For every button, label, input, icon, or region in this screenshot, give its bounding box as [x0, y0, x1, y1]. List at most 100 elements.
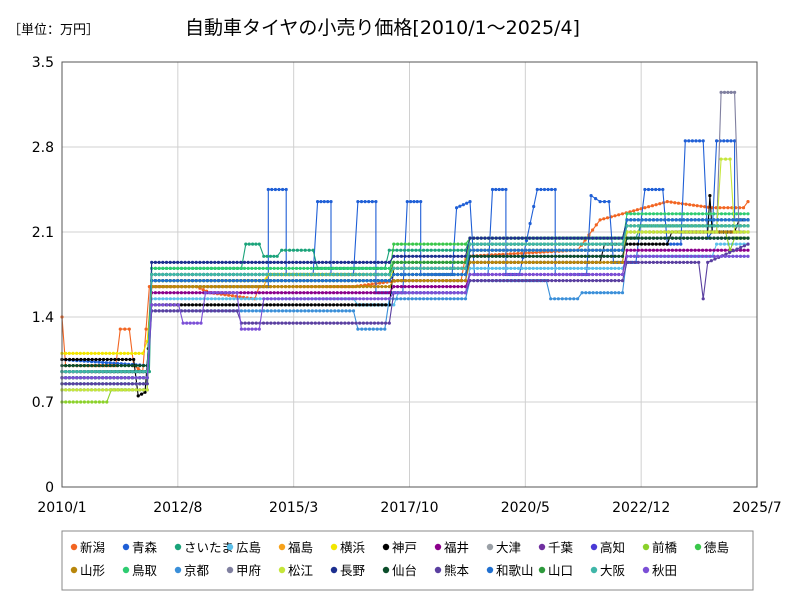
data-point	[445, 242, 449, 246]
data-point	[157, 260, 161, 264]
data-point	[383, 327, 387, 331]
data-point	[572, 254, 576, 258]
data-point	[452, 254, 456, 258]
data-point	[332, 303, 336, 307]
data-point	[180, 297, 184, 301]
data-point	[213, 279, 217, 283]
data-point	[67, 370, 71, 374]
data-point	[418, 272, 422, 277]
data-point	[644, 236, 648, 240]
data-point	[157, 303, 161, 307]
data-point	[313, 303, 317, 307]
data-point	[640, 230, 644, 234]
data-point	[64, 364, 68, 368]
data-point	[670, 218, 675, 222]
data-point	[303, 248, 307, 252]
data-point	[317, 303, 321, 307]
data-point	[542, 266, 547, 270]
data-point	[632, 242, 636, 246]
data-point	[580, 248, 584, 252]
data-point	[448, 279, 452, 283]
data-point	[318, 309, 322, 313]
data-point	[591, 248, 595, 252]
data-point	[239, 285, 243, 289]
data-point	[628, 242, 633, 246]
data-point	[475, 254, 480, 258]
data-point	[361, 260, 365, 264]
data-point	[123, 327, 127, 331]
data-point	[472, 266, 476, 270]
data-point	[583, 266, 587, 270]
data-point	[276, 266, 280, 270]
data-point	[250, 285, 254, 289]
data-point	[265, 285, 269, 289]
data-point	[591, 236, 595, 240]
legend-label: 新潟	[80, 540, 105, 555]
data-point	[250, 291, 254, 295]
data-point	[172, 279, 176, 283]
data-point	[463, 266, 468, 270]
unit-label: ［単位：万円］	[8, 22, 99, 38]
data-point	[704, 218, 709, 222]
data-point	[294, 285, 299, 289]
data-point	[130, 351, 134, 355]
data-point	[565, 279, 569, 283]
data-point	[277, 309, 281, 313]
data-point	[430, 285, 434, 289]
data-point	[409, 200, 413, 204]
data-point	[302, 291, 306, 295]
data-point	[716, 224, 720, 228]
data-point	[712, 218, 716, 222]
data-point	[501, 254, 506, 258]
data-point	[412, 200, 416, 204]
data-point	[613, 291, 617, 295]
data-point	[448, 297, 452, 301]
data-point	[524, 266, 528, 270]
data-point	[101, 400, 105, 404]
data-point	[328, 297, 332, 301]
data-point	[216, 272, 221, 277]
data-point	[716, 236, 720, 240]
data-point	[685, 260, 690, 264]
data-point	[606, 236, 610, 240]
data-point	[231, 272, 235, 277]
legend-item: 長野	[330, 563, 366, 578]
data-point	[176, 309, 180, 313]
data-point	[414, 254, 419, 258]
data-point	[648, 260, 652, 264]
data-point	[294, 291, 299, 295]
data-point	[396, 272, 400, 277]
data-point	[82, 382, 86, 386]
data-point	[520, 260, 524, 264]
data-point	[527, 260, 532, 264]
data-point	[418, 248, 422, 252]
data-point	[595, 291, 599, 295]
data-point	[594, 279, 599, 283]
data-point	[112, 388, 116, 392]
data-point	[505, 254, 509, 258]
data-point	[123, 382, 127, 386]
data-point	[693, 218, 697, 222]
data-point	[117, 357, 121, 362]
data-point	[361, 297, 366, 301]
data-point	[373, 297, 377, 301]
data-point	[86, 351, 90, 355]
data-point	[565, 254, 569, 258]
data-point	[726, 206, 730, 210]
data-point	[332, 266, 336, 270]
data-point	[426, 291, 430, 295]
data-point	[173, 303, 177, 307]
x-tick-label: 2025/7	[732, 500, 781, 516]
data-point	[602, 254, 606, 258]
data-point	[723, 230, 727, 234]
data-point	[490, 236, 494, 240]
data-point	[201, 288, 205, 292]
data-point	[119, 351, 123, 355]
legend-item: さいたま	[174, 540, 234, 555]
data-point	[414, 260, 419, 264]
series-line	[62, 225, 748, 373]
data-point	[587, 279, 591, 283]
data-point	[266, 187, 270, 192]
data-point	[419, 200, 423, 204]
data-point	[108, 364, 112, 368]
